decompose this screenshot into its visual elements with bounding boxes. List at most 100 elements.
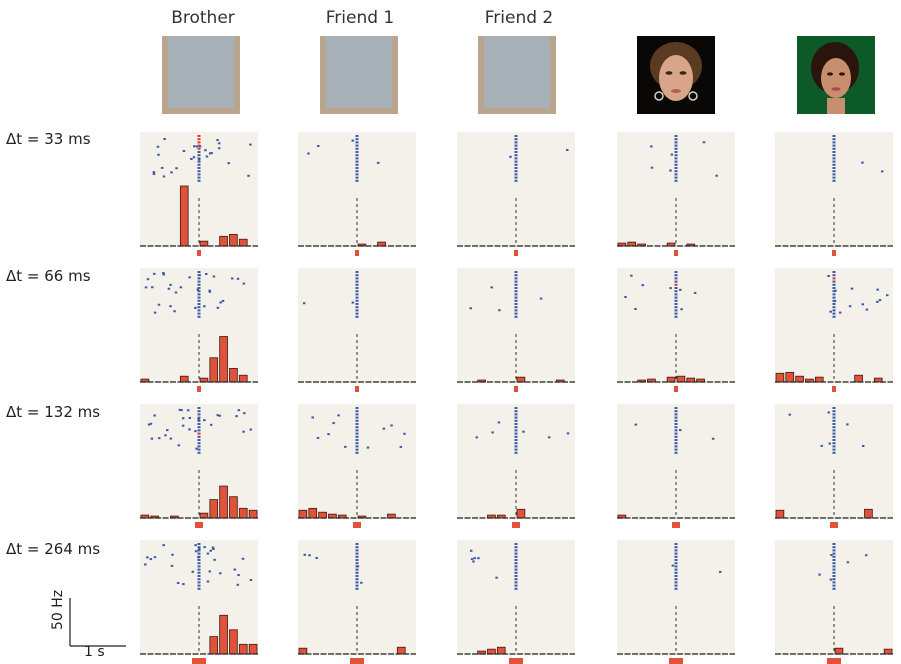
raster-tick <box>197 416 201 419</box>
raster-tick <box>514 274 518 277</box>
raster-tick <box>674 163 678 166</box>
stimulus-duration-marker <box>195 522 203 528</box>
raster-tick <box>674 312 678 315</box>
raster-tick <box>670 153 674 156</box>
raster-tick <box>169 305 172 308</box>
stimulus-duration-marker <box>830 522 838 528</box>
raster-tick <box>355 160 359 163</box>
raster-tick <box>674 426 678 429</box>
histogram-bar <box>298 647 308 655</box>
raster-tick <box>355 296 359 299</box>
raster-tick <box>702 141 706 144</box>
raster-tick <box>221 299 225 302</box>
raster-tick <box>188 416 192 419</box>
histogram-bar <box>814 376 824 383</box>
raster-tick <box>674 413 678 416</box>
raster-tick <box>693 291 697 294</box>
raster-tick <box>650 166 654 169</box>
raster-tick <box>188 428 191 431</box>
raster-tick <box>514 439 518 441</box>
raster-tick <box>355 280 359 283</box>
raster-tick <box>641 284 644 287</box>
raster-tick <box>832 423 836 425</box>
raster-tick <box>514 555 518 558</box>
raster-tick <box>355 587 359 590</box>
raster-tick <box>880 170 884 173</box>
raster-tick <box>566 432 570 435</box>
raster-tick <box>192 156 196 159</box>
raster-tick <box>674 419 678 422</box>
raster-tick <box>197 418 200 421</box>
raster-tick <box>832 315 836 318</box>
raster-tick <box>514 296 518 299</box>
raster-tick <box>832 176 836 179</box>
raster-tick <box>167 287 171 290</box>
raster-tick <box>247 174 250 177</box>
raster-tick <box>355 306 359 309</box>
raster-tick <box>832 571 836 574</box>
stimulus-duration-marker <box>514 250 518 256</box>
raster-tick <box>832 581 836 584</box>
raster-tick <box>674 578 678 581</box>
raster-tick <box>355 154 359 157</box>
raster-tick <box>351 139 355 142</box>
raster-tick <box>514 312 518 315</box>
raster-tick <box>674 584 678 587</box>
raster-tick <box>173 310 176 313</box>
raster-tick <box>674 290 678 293</box>
raster-tick <box>832 562 836 565</box>
histogram-bar <box>686 377 696 383</box>
raster-tick <box>194 306 197 309</box>
raster-tick <box>152 272 156 275</box>
raster-tick <box>514 309 518 312</box>
raster-tick <box>186 409 190 412</box>
raster-tick <box>355 413 359 416</box>
raster-tick <box>316 436 320 439</box>
raster-tick <box>355 293 359 296</box>
raster-tick <box>216 139 219 142</box>
raster-tick <box>832 439 836 441</box>
raster-tick <box>355 135 359 137</box>
raster-tick <box>197 435 201 438</box>
histogram-bar <box>179 185 189 247</box>
raster-tick <box>209 549 213 552</box>
raster-tick <box>355 546 359 549</box>
raster-tick <box>832 290 836 293</box>
raster-tick <box>208 152 212 155</box>
raster-tick <box>674 568 678 571</box>
scale-bar-y-label: 50 Hz <box>50 589 66 630</box>
raster-tick <box>211 546 215 549</box>
raster-tick <box>355 170 359 173</box>
raster-tick <box>197 413 201 416</box>
raster-tick <box>674 445 678 448</box>
raster-tick <box>355 309 359 312</box>
raster-tick <box>514 568 518 571</box>
raster-tick <box>861 303 865 306</box>
raster-tick <box>514 315 518 318</box>
raster-tick <box>832 419 836 422</box>
stimulus-duration-marker <box>192 658 206 664</box>
stimulus-duration-marker <box>197 386 201 392</box>
raster-tick <box>514 144 518 147</box>
raster-tick <box>674 135 678 137</box>
raster-tick <box>832 167 836 169</box>
histogram-bar <box>627 241 637 247</box>
raster-tick <box>674 287 678 289</box>
raster-tick <box>242 430 245 433</box>
raster-tick <box>197 163 201 166</box>
raster-tick <box>674 280 678 283</box>
raster-tick <box>829 310 832 313</box>
raster-tick <box>366 446 370 449</box>
raster-tick <box>197 296 201 299</box>
raster-tick <box>832 584 836 587</box>
raster-tick <box>878 299 882 302</box>
stimulus-duration-marker <box>832 250 836 256</box>
raster-tick <box>624 296 627 299</box>
raster-tick <box>832 575 836 577</box>
raster-tick <box>674 283 678 286</box>
raster-tick <box>514 277 518 280</box>
histogram-bar <box>238 374 248 383</box>
raster-tick <box>514 562 518 565</box>
raster-tick <box>198 274 201 277</box>
raster-tick <box>674 274 678 277</box>
